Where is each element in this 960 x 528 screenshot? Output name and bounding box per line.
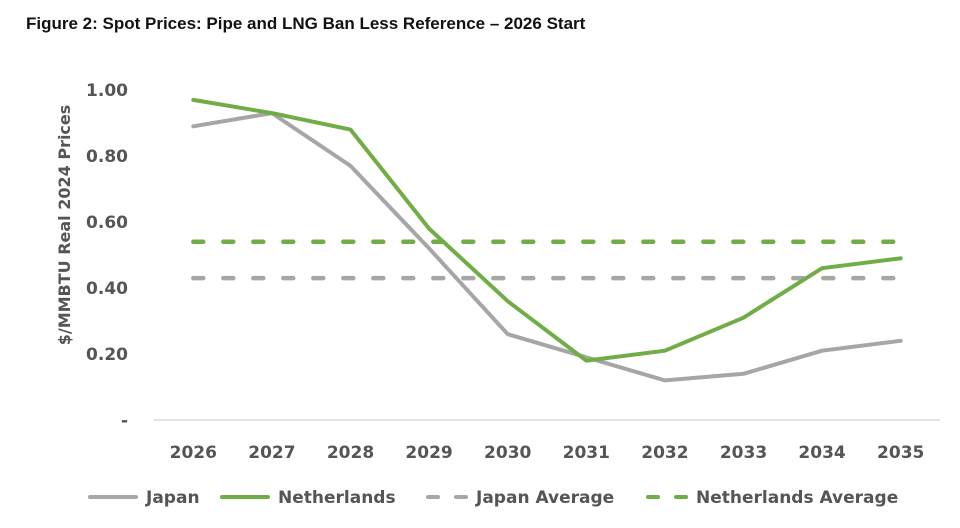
y-tick-label: 0.60 — [86, 213, 128, 233]
legend-item: Netherlands Average — [646, 488, 898, 508]
legend-item: Japan Average — [426, 488, 614, 508]
legend-label: Japan — [145, 488, 200, 508]
y-tick-label: 1.00 — [86, 81, 128, 101]
legend-label: Japan Average — [475, 488, 614, 508]
series-group — [191, 97, 903, 383]
x-tick-label: 2032 — [641, 443, 688, 463]
legend-item: Netherlands — [220, 488, 396, 508]
legend-label: Netherlands Average — [696, 488, 898, 508]
series-line-netherlands — [191, 97, 903, 363]
x-tick-label: 2031 — [563, 443, 610, 463]
y-tick-label: 0.80 — [86, 147, 128, 167]
series-line-japan — [191, 111, 903, 383]
x-tick-label: 2029 — [405, 443, 452, 463]
legend: Japan Netherlands Japan Average Netherlands… — [88, 488, 898, 508]
x-tick-label: 2033 — [720, 443, 767, 463]
y-axis-ticks: - 0.20 0.40 0.60 0.80 1.00 — [86, 81, 128, 431]
y-tick-label: 0.20 — [86, 345, 128, 365]
y-axis-label: $/MMBTU Real 2024 Prices — [55, 105, 74, 346]
x-tick-label: 2030 — [484, 443, 531, 463]
x-tick-label: 2035 — [877, 443, 924, 463]
x-axis-ticks: 2026 2027 2028 2029 2030 2031 2032 2033 2034 2035 — [170, 443, 925, 463]
figure-title: Figure 2: Spot Prices: Pipe and LNG Ban … — [26, 14, 586, 33]
legend-label: Netherlands — [278, 488, 396, 508]
y-tick-label: 0.40 — [86, 279, 128, 299]
x-tick-label: 2034 — [798, 443, 845, 463]
legend-item: Japan — [88, 488, 200, 508]
x-tick-label: 2028 — [327, 443, 374, 463]
x-tick-label: 2026 — [170, 443, 217, 463]
x-tick-label: 2027 — [248, 443, 295, 463]
y-tick-label: - — [121, 411, 128, 431]
